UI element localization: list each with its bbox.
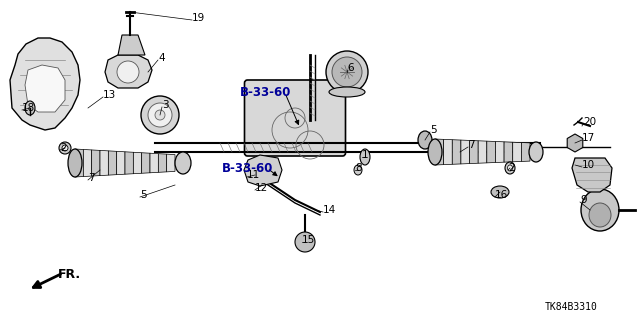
Ellipse shape <box>581 189 619 231</box>
Polygon shape <box>125 152 133 174</box>
Text: 5: 5 <box>140 190 147 200</box>
Text: 2: 2 <box>60 143 67 153</box>
Polygon shape <box>10 38 80 130</box>
Text: 6: 6 <box>347 63 354 73</box>
Polygon shape <box>495 142 504 162</box>
Text: 19: 19 <box>192 13 205 23</box>
Text: 18: 18 <box>22 103 35 113</box>
Ellipse shape <box>329 87 365 97</box>
Ellipse shape <box>508 165 513 171</box>
Polygon shape <box>83 150 92 176</box>
Text: 14: 14 <box>323 205 336 215</box>
Text: 16: 16 <box>495 190 508 200</box>
Ellipse shape <box>155 110 165 120</box>
Text: 10: 10 <box>582 160 595 170</box>
Polygon shape <box>567 134 583 152</box>
Polygon shape <box>487 141 495 163</box>
Polygon shape <box>92 150 100 176</box>
Polygon shape <box>452 140 461 164</box>
Ellipse shape <box>418 131 432 149</box>
Ellipse shape <box>148 103 172 127</box>
Text: B-33-60: B-33-60 <box>222 161 273 174</box>
Ellipse shape <box>59 142 71 154</box>
Ellipse shape <box>175 152 191 174</box>
Ellipse shape <box>117 61 139 83</box>
Text: TK84B3310: TK84B3310 <box>545 302 598 312</box>
Text: B-33-60: B-33-60 <box>240 86 291 100</box>
Polygon shape <box>470 140 478 164</box>
Polygon shape <box>141 153 150 173</box>
Polygon shape <box>25 65 65 112</box>
Polygon shape <box>444 139 452 165</box>
Ellipse shape <box>360 149 370 165</box>
Polygon shape <box>118 35 145 55</box>
Text: 1: 1 <box>362 150 369 160</box>
Text: 7: 7 <box>468 140 475 150</box>
Polygon shape <box>150 153 158 173</box>
Text: 13: 13 <box>103 90 116 100</box>
Ellipse shape <box>25 101 35 115</box>
Text: 2: 2 <box>508 163 515 173</box>
Text: 3: 3 <box>162 100 168 110</box>
Polygon shape <box>75 149 83 177</box>
Ellipse shape <box>354 165 362 175</box>
Ellipse shape <box>505 162 515 174</box>
Text: 8: 8 <box>355 163 362 173</box>
Polygon shape <box>478 141 487 163</box>
Text: FR.: FR. <box>58 269 81 281</box>
Text: 12: 12 <box>255 183 268 193</box>
Polygon shape <box>158 154 166 172</box>
Polygon shape <box>513 142 522 162</box>
Polygon shape <box>166 154 175 172</box>
Polygon shape <box>100 150 108 175</box>
Text: 15: 15 <box>302 235 316 245</box>
Text: 5: 5 <box>430 125 436 135</box>
Ellipse shape <box>529 142 543 162</box>
Ellipse shape <box>326 51 368 93</box>
Polygon shape <box>116 151 125 175</box>
Polygon shape <box>435 139 444 165</box>
Ellipse shape <box>428 139 442 165</box>
Ellipse shape <box>68 149 82 177</box>
Text: 9: 9 <box>580 195 587 205</box>
Text: 4: 4 <box>158 53 164 63</box>
Text: 11: 11 <box>247 170 260 180</box>
Polygon shape <box>133 152 141 174</box>
Text: 17: 17 <box>582 133 595 143</box>
Polygon shape <box>504 142 513 162</box>
Ellipse shape <box>62 145 68 151</box>
Text: 7: 7 <box>88 173 95 183</box>
Ellipse shape <box>589 203 611 227</box>
Ellipse shape <box>141 96 179 134</box>
Polygon shape <box>244 155 282 186</box>
Ellipse shape <box>491 186 509 198</box>
Ellipse shape <box>332 57 362 87</box>
Polygon shape <box>461 140 470 164</box>
Polygon shape <box>572 158 612 192</box>
Polygon shape <box>108 151 116 175</box>
Text: 20: 20 <box>583 117 596 127</box>
Polygon shape <box>522 143 530 161</box>
Circle shape <box>295 232 315 252</box>
FancyBboxPatch shape <box>244 80 346 156</box>
Polygon shape <box>105 55 152 88</box>
